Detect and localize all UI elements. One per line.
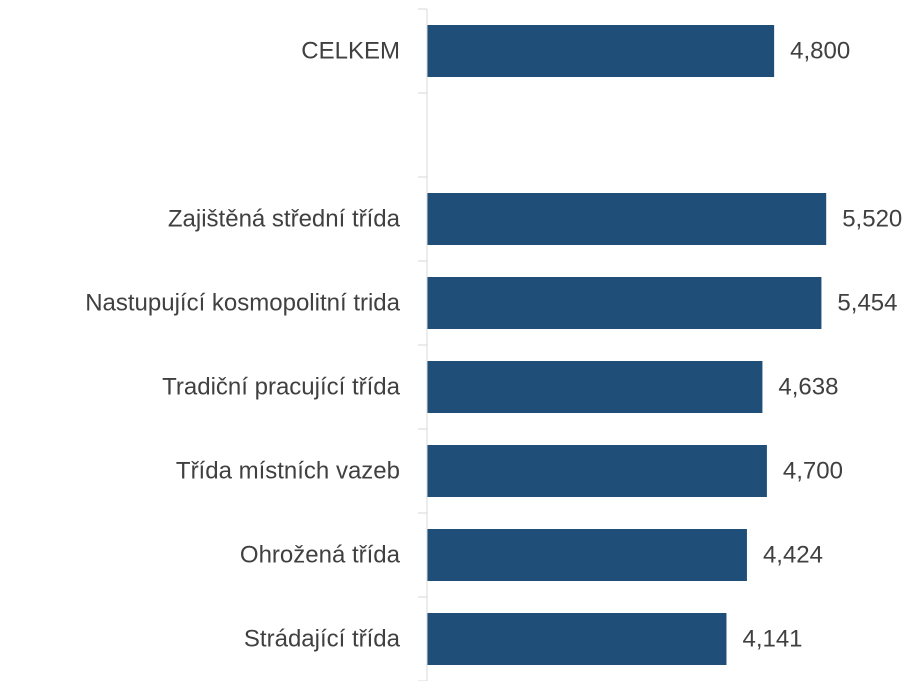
value-label: 5,454 — [837, 289, 897, 316]
value-label: 4,700 — [783, 457, 843, 484]
category-label: Zajištěná střední třída — [168, 205, 401, 232]
category-label: Tradiční pracující třída — [162, 373, 401, 400]
bar — [427, 25, 775, 77]
value-label: 4,424 — [763, 541, 823, 568]
bar — [427, 277, 822, 329]
value-label: 4,800 — [790, 37, 850, 64]
category-label: Ohrožená třída — [240, 541, 401, 568]
value-label: 5,520 — [842, 205, 902, 232]
bar — [427, 361, 763, 413]
bar — [427, 529, 747, 581]
category-label: Strádající třída — [244, 625, 401, 652]
bar — [427, 613, 727, 665]
bar — [427, 445, 767, 497]
category-label: Nastupující kosmopolitní trida — [85, 289, 400, 316]
value-label: 4,638 — [778, 373, 838, 400]
value-label: 4,141 — [742, 625, 802, 652]
category-label: CELKEM — [301, 37, 400, 64]
bar — [427, 193, 827, 245]
category-label: Třída místních vazeb — [176, 457, 400, 484]
